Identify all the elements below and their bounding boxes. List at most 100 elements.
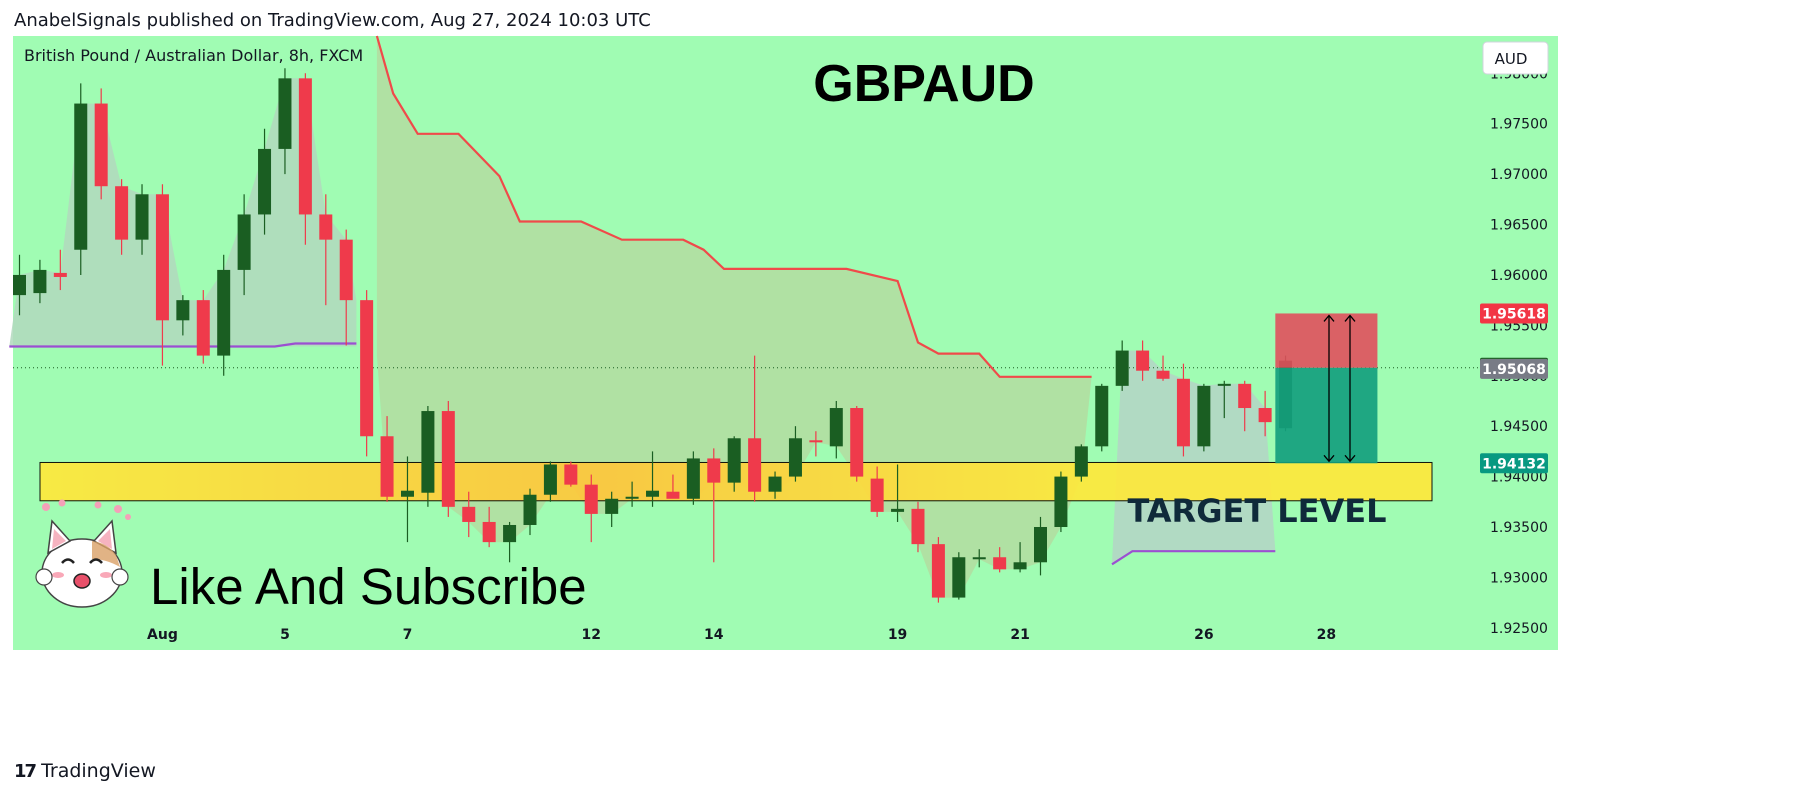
candle — [74, 83, 88, 275]
price-tick-label: 1.92500 — [1490, 621, 1548, 637]
price-tag-bg — [1480, 358, 1548, 379]
time-tick-label: Aug — [147, 627, 178, 643]
candle — [258, 128, 272, 235]
candle — [441, 400, 455, 517]
candle — [666, 474, 680, 499]
time-tick-label: 21 — [1010, 627, 1029, 643]
candle — [196, 290, 210, 364]
candle — [543, 461, 557, 502]
candle — [931, 537, 945, 603]
stop-loss-area — [1275, 313, 1378, 368]
range-arrow — [1323, 314, 1335, 463]
candle — [1258, 390, 1272, 437]
candle-body — [584, 484, 598, 514]
resistance-line — [375, 35, 1092, 378]
candle — [1197, 383, 1211, 452]
price-tag-label: 1.95618 — [1482, 306, 1546, 322]
candle — [1136, 340, 1150, 381]
candle-body — [727, 438, 741, 483]
price-tick-label: 1.96500 — [1490, 218, 1548, 234]
support-line-left — [9, 342, 357, 348]
candle — [94, 88, 108, 200]
candle-body — [1258, 408, 1272, 423]
candle — [972, 549, 986, 568]
candle-body — [1156, 370, 1170, 379]
candle-body — [748, 438, 762, 492]
candle-body — [176, 300, 190, 321]
candle — [1156, 355, 1170, 381]
candle — [523, 488, 537, 536]
candle — [462, 491, 476, 538]
price-tick-label: 1.96000 — [1490, 268, 1548, 284]
candle — [768, 471, 782, 499]
candle-body — [196, 300, 210, 356]
candle-body — [891, 508, 905, 512]
candle — [1238, 380, 1252, 432]
candle — [686, 451, 700, 505]
price-tag-bg — [1480, 303, 1548, 324]
candle-body — [666, 491, 680, 499]
candle-body — [1115, 350, 1129, 386]
candle — [339, 229, 353, 346]
candle-body — [278, 78, 292, 149]
candle — [400, 456, 414, 543]
candle-body — [1238, 383, 1252, 409]
candle-body — [972, 557, 986, 560]
candle-body — [952, 557, 966, 598]
candle — [1013, 542, 1027, 573]
candle-body — [33, 269, 47, 294]
price-tag: 1.94132 — [1480, 453, 1548, 474]
candle-body — [155, 194, 169, 321]
candle — [748, 355, 762, 502]
chart-title: GBPAUD — [813, 55, 1034, 113]
candle-body — [441, 411, 455, 507]
candle-body — [258, 148, 272, 215]
candle-body — [1217, 383, 1231, 386]
candle — [217, 254, 231, 376]
candle-body — [788, 438, 802, 477]
candle — [788, 426, 802, 482]
price-tag-bg — [1480, 453, 1548, 474]
candle-body — [1013, 562, 1027, 570]
candle-body — [339, 239, 353, 301]
candle — [727, 436, 741, 492]
candle — [891, 464, 905, 522]
time-axis: Aug 5 7 12 14 19 21 26 28 — [147, 627, 1336, 643]
candle — [278, 68, 292, 175]
tradingview-branding[interactable]: 17 TradingView — [14, 760, 156, 782]
candle — [993, 547, 1007, 573]
candle-body — [993, 557, 1007, 570]
brand-name: TradingView — [41, 760, 156, 782]
candle — [13, 254, 26, 316]
candle-body — [686, 458, 700, 499]
candle-body — [1034, 526, 1047, 563]
arrow-head-up — [1323, 314, 1335, 322]
candle — [53, 249, 67, 291]
candle-body — [482, 521, 496, 543]
candle — [237, 194, 251, 296]
support-line-right — [1111, 550, 1276, 566]
candle-body — [74, 103, 88, 250]
price-tick-label: 1.93000 — [1490, 570, 1548, 586]
candle-body — [319, 214, 333, 240]
candle — [1074, 444, 1088, 482]
cloud-fill-main — [376, 36, 1092, 598]
candle-body — [1074, 446, 1088, 477]
candle — [1095, 383, 1109, 452]
range-arrow — [1344, 314, 1356, 463]
candle — [135, 184, 149, 255]
price-tag: 1.95068 — [1480, 358, 1548, 379]
candle — [625, 481, 639, 507]
price-tag-label: 1.94132 — [1482, 456, 1546, 472]
candle-body — [1176, 378, 1190, 447]
candle — [1115, 340, 1129, 391]
candle-body — [1136, 350, 1150, 371]
candle — [850, 406, 864, 482]
candle-body — [911, 508, 925, 545]
currency-button[interactable]: AUD — [1482, 41, 1549, 75]
candle-body — [462, 506, 476, 522]
candle — [360, 290, 374, 457]
candle — [1217, 380, 1231, 419]
